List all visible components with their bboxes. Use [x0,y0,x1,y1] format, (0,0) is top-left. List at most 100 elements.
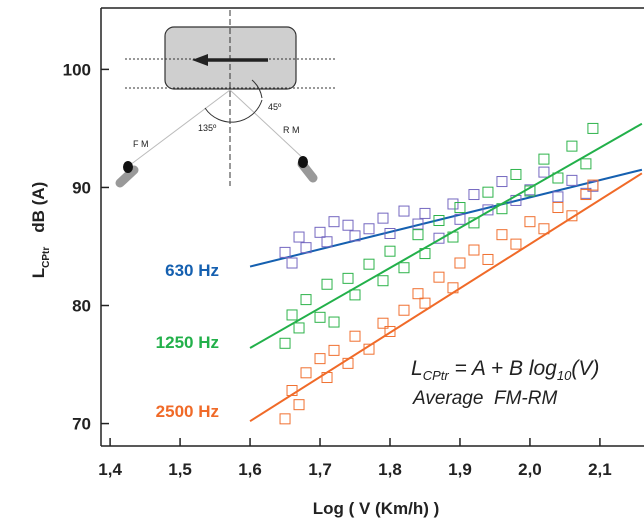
data-point [314,226,326,238]
data-point [538,166,550,178]
data-point [433,215,445,227]
data-point [363,223,375,235]
data-point [419,297,431,309]
data-point [538,223,550,235]
data-point [328,316,340,328]
data-point [286,309,298,321]
data-point [349,330,361,342]
mic-body [115,165,139,188]
x-tick-label: 1,5 [168,460,192,479]
data-point [482,253,494,265]
data-point [363,258,375,270]
data-point [510,238,522,250]
data-point [398,304,410,316]
x-tick-label: 1,9 [448,460,472,479]
y-tick-label: 70 [72,415,91,434]
mic-line [129,89,231,166]
data-point [566,174,578,186]
data-point [566,140,578,152]
data-point [524,216,536,228]
series-label: 1250 Hz [156,333,219,352]
data-point [293,322,305,334]
data-point [496,229,508,241]
data-point [412,229,424,241]
data-point [468,217,480,229]
data-point [314,311,326,323]
formula-part: (V) [571,357,599,380]
x-axis-label: Log ( V (Km/h) ) [313,499,440,518]
data-point [314,353,326,365]
data-point [433,271,445,283]
angle-arc [251,79,263,99]
data-point [433,232,445,244]
data-point [349,230,361,242]
data-point [321,278,333,290]
x-tick-label: 2,1 [588,460,612,479]
data-point [454,257,466,269]
data-point [293,231,305,243]
data-point [279,246,291,258]
data-point [300,367,312,379]
y-label-main: L [29,268,48,278]
data-point [566,210,578,222]
data-point [342,219,354,231]
data-point [419,207,431,219]
x-tick-label: 1,8 [378,460,402,479]
fit-line [249,172,643,423]
data-point [447,198,459,210]
data-point [419,248,431,260]
x-tick-label: 1,7 [308,460,332,479]
data-point [482,186,494,198]
data-point [510,168,522,180]
formula-part: = A + B log [449,357,557,380]
y-tick-label: 100 [63,60,91,79]
data-point [279,337,291,349]
data-point [293,399,305,411]
data-point [286,385,298,397]
data-point [286,257,298,269]
y-tick-label: 90 [72,178,91,197]
data-point [384,227,396,239]
mic-line [229,89,306,161]
y-label-unit: dB (A) [29,182,48,233]
data-point [384,325,396,337]
inset-label: F M [133,139,149,149]
data-point [349,289,361,301]
inset-label: 45º [268,102,282,112]
data-point [321,236,333,248]
data-point [363,343,375,355]
data-point [552,202,564,214]
formula: LCPtr = A + B log10(V) [411,357,599,383]
data-point [412,218,424,230]
data-point [587,122,599,134]
data-point [342,357,354,369]
mic-head [298,156,308,168]
data-point [377,275,389,287]
fit-line [249,122,643,349]
data-point [468,244,480,256]
data-point [384,245,396,257]
y-label-sub: CPtr [41,247,52,268]
data-point [580,158,592,170]
data-point [412,288,424,300]
data-point [377,212,389,224]
formula-part: L [411,357,423,380]
y-tick-label: 80 [72,297,91,316]
data-point [454,202,466,214]
data-point [300,242,312,254]
data-point [328,216,340,228]
data-point [524,185,536,197]
data-point [580,189,592,201]
data-point [398,262,410,274]
data-point [447,282,459,294]
data-point [468,189,480,201]
x-tick-label: 1,6 [238,460,262,479]
data-point [454,213,466,225]
y-axis-label: LCPtr dB (A) [29,182,52,279]
x-tick-label: 2,0 [518,460,542,479]
mic-head [123,161,133,173]
data-point [552,172,564,184]
data-point [279,413,291,425]
formula-part: CPtr [423,368,450,383]
